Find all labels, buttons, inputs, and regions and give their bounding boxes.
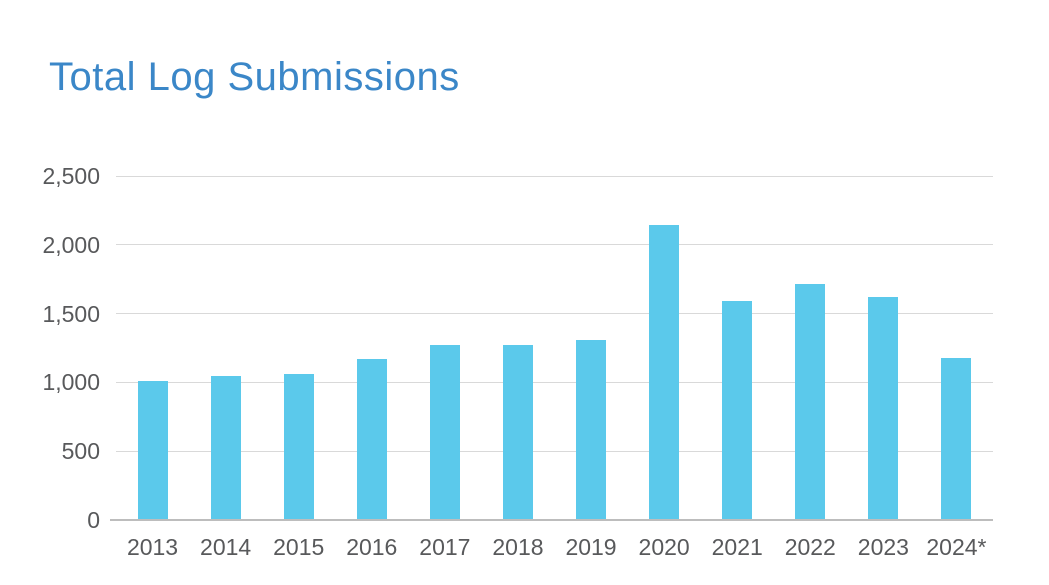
y-axis-tick-label: 0 bbox=[87, 507, 100, 533]
bar bbox=[576, 340, 607, 519]
x-axis-tick-label: 2015 bbox=[273, 534, 325, 560]
x-axis-tick-label: 2013 bbox=[126, 534, 179, 560]
y-axis-tick-label: 500 bbox=[61, 438, 100, 465]
y-axis-tick-label: 1,500 bbox=[42, 300, 100, 327]
x-axis-tick-label: 2019 bbox=[565, 534, 617, 560]
bar bbox=[356, 358, 387, 519]
x-axis-tick-label: 2021 bbox=[711, 534, 763, 560]
x-axis-tick-label: 2017 bbox=[419, 534, 471, 560]
x-axis-tick-label: 2016 bbox=[346, 534, 398, 560]
x-axis-tick-label: 2020 bbox=[638, 534, 690, 560]
bar bbox=[429, 344, 460, 519]
chart-title: Total Log Submissions bbox=[49, 54, 460, 99]
bar bbox=[210, 375, 241, 519]
gridline bbox=[116, 175, 993, 177]
x-axis-tick-label: 2018 bbox=[492, 534, 544, 560]
x-axis-baseline bbox=[110, 519, 993, 521]
bar bbox=[868, 296, 899, 519]
y-axis-tick-label: 2,000 bbox=[42, 231, 100, 258]
x-axis-tick-label: 2022 bbox=[784, 534, 836, 560]
bar bbox=[283, 373, 314, 519]
gridline bbox=[116, 381, 993, 383]
bar bbox=[137, 381, 168, 519]
bar bbox=[502, 344, 533, 519]
bar bbox=[941, 358, 972, 519]
x-axis-tick-label: 2024* bbox=[926, 534, 987, 560]
y-axis-tick-label: 1,000 bbox=[42, 369, 100, 396]
bar bbox=[649, 224, 680, 519]
gridline bbox=[116, 313, 993, 315]
bar bbox=[795, 284, 826, 519]
bar bbox=[722, 300, 753, 519]
gridline bbox=[116, 450, 993, 452]
y-axis-tick-label: 2,500 bbox=[42, 163, 100, 189]
x-axis-tick-label: 2014 bbox=[200, 534, 252, 560]
x-axis-tick-label: 2023 bbox=[857, 534, 909, 560]
gridline bbox=[116, 244, 993, 246]
